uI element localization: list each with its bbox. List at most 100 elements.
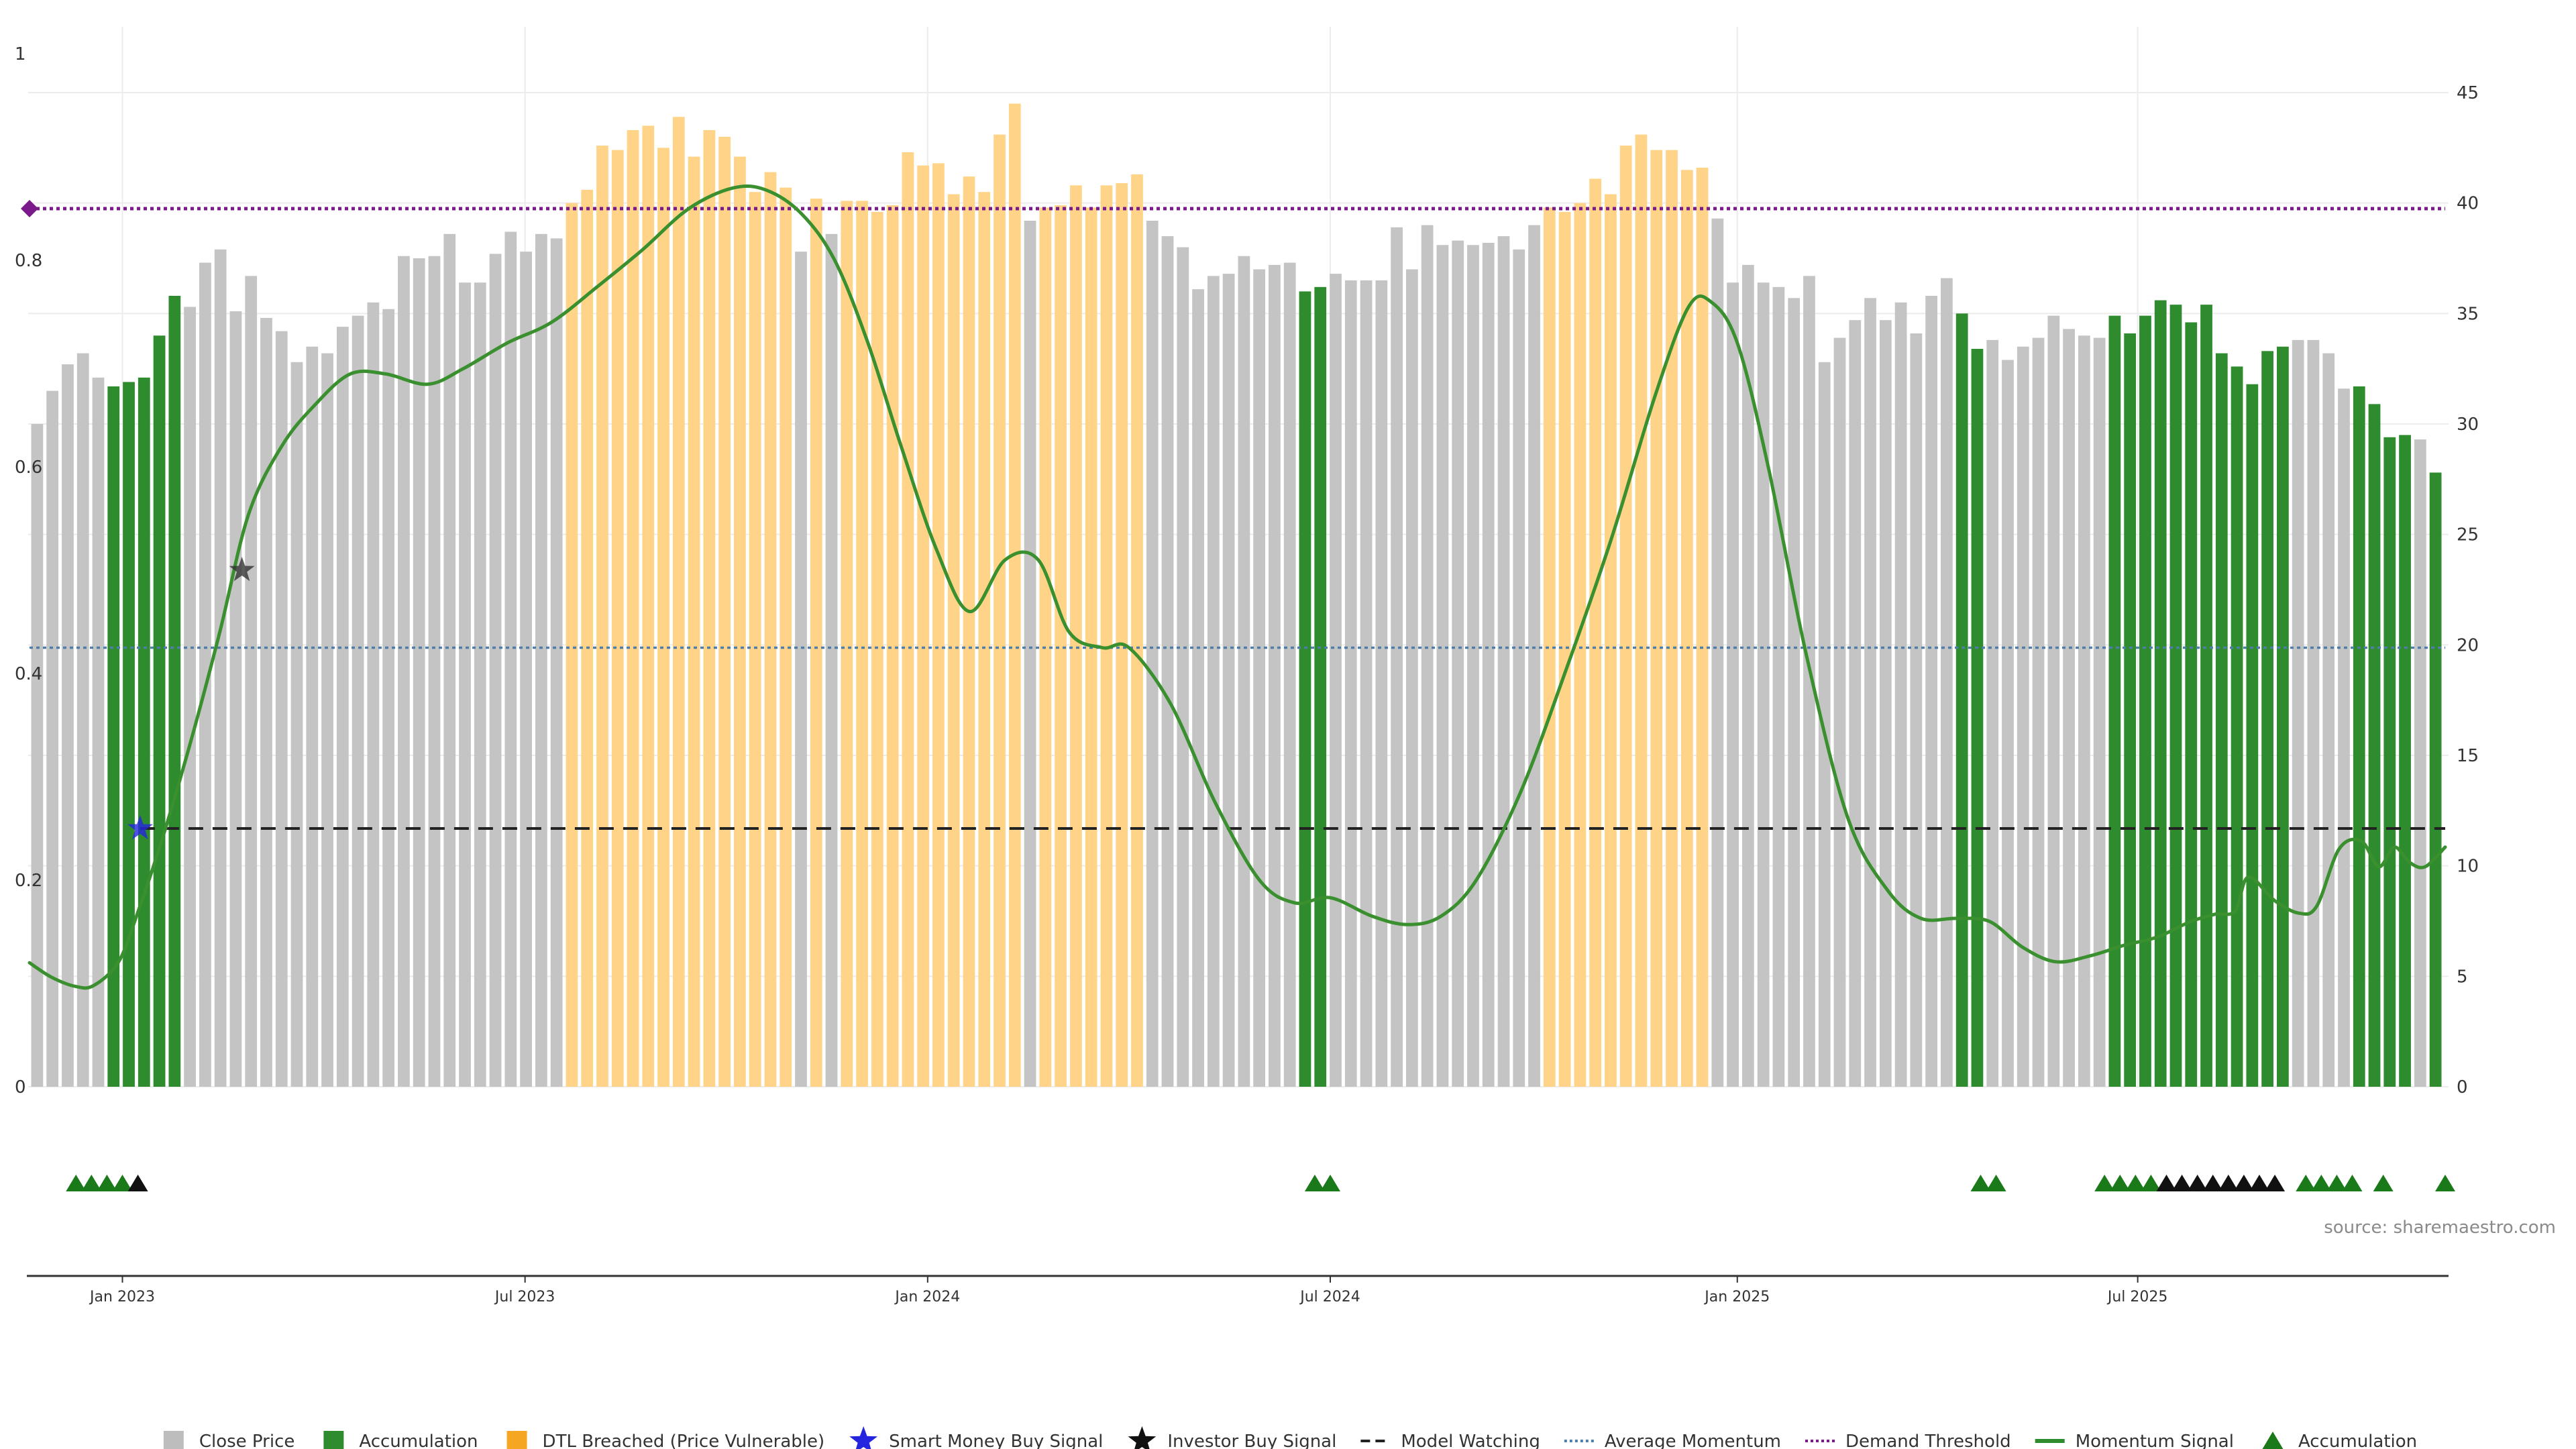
bar-orange [810,199,822,1087]
legend-item-momentum-signal: Momentum Signal [2035,1432,2234,1449]
bar-orange [688,156,700,1087]
smart-money-buy-signal-marker [127,815,153,840]
legend-item-smart-money-buy-signal: Smart Money Buy Signal [849,1426,1103,1449]
bar-green [2429,472,2442,1087]
bar-grey [2017,346,2029,1087]
accumulation-triangle [2342,1175,2363,1191]
bar-grey [62,364,74,1087]
bar-green [2124,333,2137,1087]
left-tick-label: 0.6 [15,458,42,478]
legend-swatch [163,1431,184,1449]
bar-grey [2047,315,2060,1087]
bar-green [168,295,181,1087]
bar-grey [1849,320,1862,1087]
x-tick-label: Jul 2024 [1299,1289,1360,1305]
bar-grey [1238,256,1250,1087]
bar-orange [841,201,853,1087]
bar-green [107,386,120,1087]
bar-green [2368,404,2381,1087]
bar-green [2383,437,2396,1087]
bar-orange [1605,194,1617,1087]
bar-grey [1161,236,1174,1087]
legend-label: Accumulation [359,1432,478,1449]
legend-item-accumulation: Accumulation [323,1431,478,1449]
bar-grey [382,309,395,1087]
accumulation-triangle [112,1175,133,1191]
bar-orange [1116,183,1128,1087]
bar-orange [1650,150,1663,1087]
bar-grey [336,327,349,1087]
bar-orange [672,117,685,1087]
investor-signal-triangle [2156,1175,2177,1191]
bar-orange [1680,170,1693,1087]
bar-grey [1711,218,1724,1087]
left-tick-label: 0.4 [15,664,42,684]
bar-grey [1757,282,1770,1087]
bar-grey [1894,302,1907,1087]
right-axis-ticks: 0 5 10 15 20 25 30 35 40 45 [2457,83,2479,1097]
investor-signal-triangle [2249,1175,2269,1191]
right-tick-label: 40 [2457,194,2479,214]
bar-orange [734,156,746,1087]
bar-grey [504,231,517,1087]
bar-green [2353,386,2365,1087]
bar-grey [1910,333,1923,1087]
bar-green [2215,353,2228,1087]
bar-green [138,377,150,1087]
bar-orange [657,148,669,1087]
x-tick-label: Jul 2025 [2106,1289,2168,1305]
bar-grey [1452,240,1464,1087]
bar-grey [1391,227,1403,1087]
accumulation-triangle [2094,1175,2115,1191]
momentum-signal-series [28,184,2447,990]
bar-grey [1741,264,1754,1087]
legend: Close Price Accumulation DTL Breached (Pri… [163,1426,2417,1449]
left-tick-label: 0.8 [15,251,42,271]
bar-grey [2338,388,2350,1087]
investor-signal-triangle [2171,1175,2192,1191]
bar-grey [443,233,456,1087]
bar-grey [31,424,44,1087]
bar-green [2169,305,2182,1087]
bar-grey [1727,282,1739,1087]
bar-grey [1833,337,1846,1087]
bar-grey [2307,339,2320,1087]
bar-grey [428,256,441,1087]
bar-grey [1772,286,1785,1087]
bar-grey [795,252,807,1087]
investor-signal-triangle [2233,1175,2254,1191]
bar-grey [76,353,89,1087]
bar-grey [550,238,563,1087]
bar-orange [1100,185,1113,1087]
bar-green [123,382,135,1087]
bar-green [2399,435,2411,1087]
investor-signal-triangle [2265,1175,2286,1191]
bar-green [1955,313,1968,1087]
demand-threshold-marker [21,200,38,217]
investor-signal-triangle [2202,1175,2223,1191]
bar-grey [1283,262,1296,1087]
right-tick-label: 5 [2457,967,2468,987]
legend-label: Smart Money Buy Signal [889,1432,1103,1449]
bar-green [2154,300,2167,1087]
bar-orange [1635,134,1648,1087]
bar-orange [1558,211,1571,1087]
bar-grey [352,315,364,1087]
right-tick-label: 30 [2457,415,2479,435]
bar-grey [184,307,196,1087]
bar-grey [1024,221,1036,1087]
legend-item-accumulation: Accumulation [2262,1432,2417,1449]
bar-grey [1818,362,1831,1087]
bar-grey [367,302,380,1087]
legend-label: Model Watching [1401,1432,1540,1449]
bar-grey [275,331,288,1087]
bar-grey [1253,269,1266,1087]
x-tick-label: Jul 2023 [494,1289,555,1305]
accumulation-triangle [97,1175,117,1191]
bar-grey [1986,339,1999,1087]
bar-orange [994,134,1006,1087]
bar-grey [1482,242,1495,1087]
bar-orange [947,194,960,1087]
legend-swatch [323,1431,344,1449]
